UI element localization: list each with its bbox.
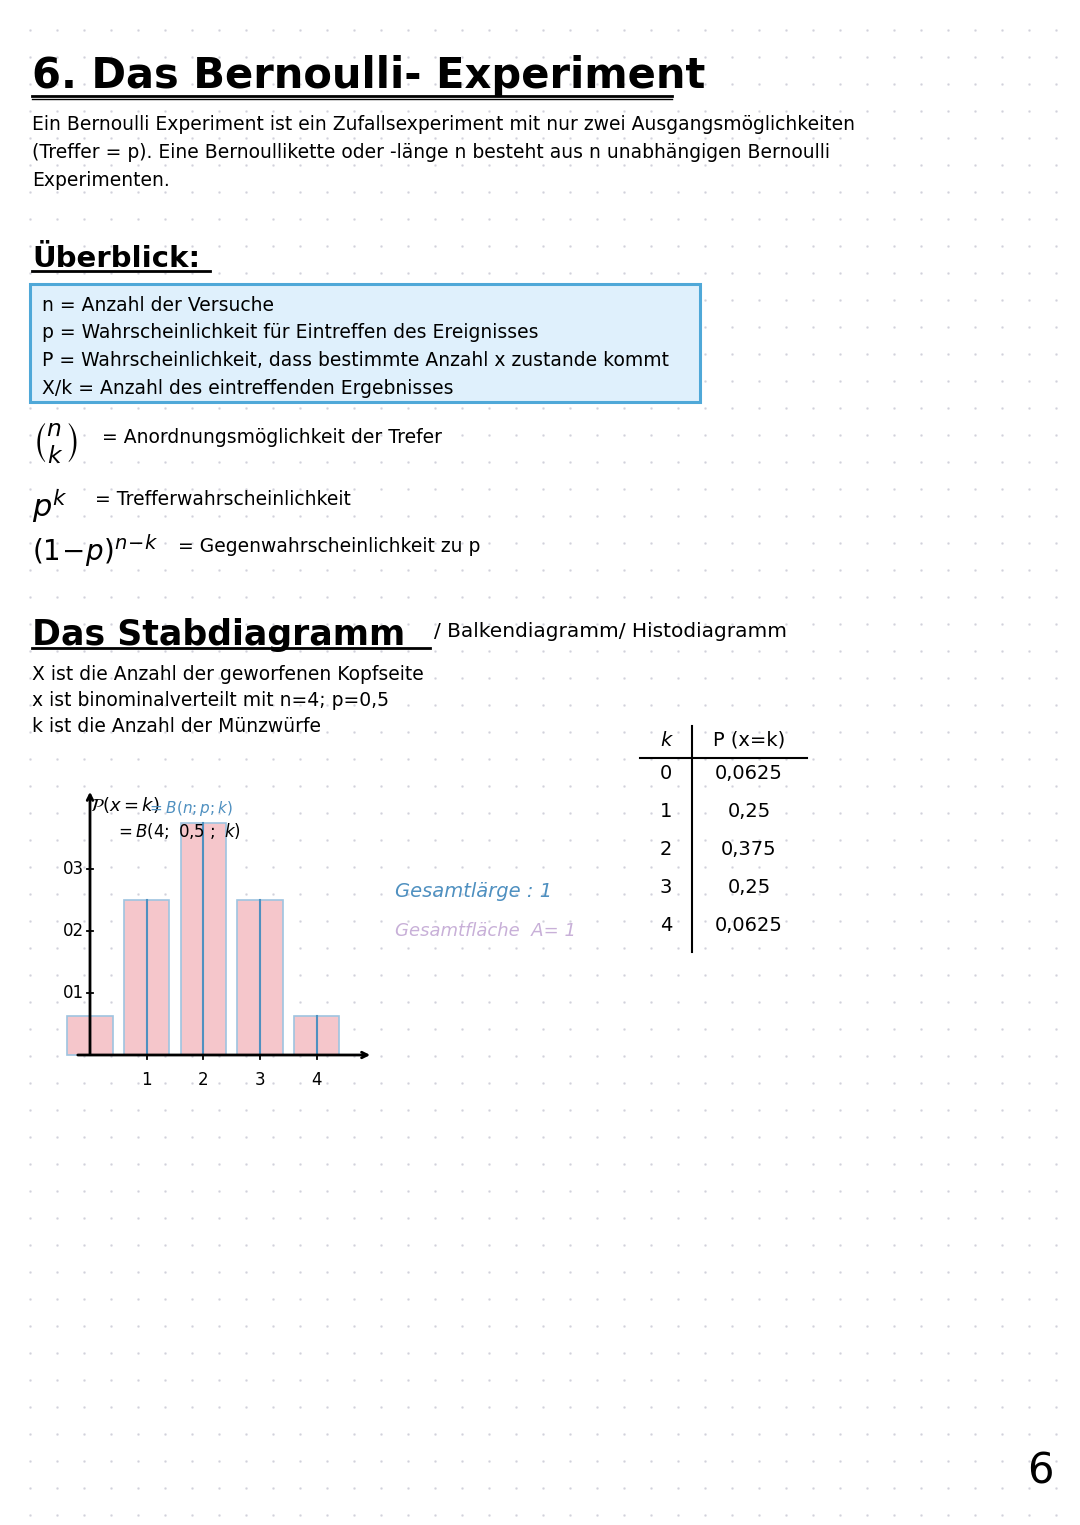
Text: 6: 6 bbox=[1027, 1450, 1053, 1491]
Text: = Trefferwahrscheinlichkeit: = Trefferwahrscheinlichkeit bbox=[95, 490, 351, 509]
FancyBboxPatch shape bbox=[294, 1016, 339, 1055]
Text: $\binom{n}{k}$: $\binom{n}{k}$ bbox=[32, 419, 78, 465]
Text: 1: 1 bbox=[141, 1071, 152, 1089]
Text: x ist binominalverteilt mit n=4; p=0,5: x ist binominalverteilt mit n=4; p=0,5 bbox=[32, 691, 389, 711]
Text: Gesamtfläche  A= 1: Gesamtfläche A= 1 bbox=[395, 923, 576, 939]
Text: $p^k$: $p^k$ bbox=[32, 486, 68, 525]
Text: Ein Bernoulli Experiment ist ein Zufallsexperiment mit nur zwei Ausgangsmöglichk: Ein Bernoulli Experiment ist ein Zufalls… bbox=[32, 114, 855, 191]
Text: X ist die Anzahl der geworfenen Kopfseite: X ist die Anzahl der geworfenen Kopfseit… bbox=[32, 665, 423, 685]
Text: 0,25: 0,25 bbox=[727, 878, 771, 897]
Text: 01: 01 bbox=[63, 984, 84, 1002]
Text: P (x=k): P (x=k) bbox=[713, 730, 785, 750]
Text: 0,0625: 0,0625 bbox=[715, 764, 783, 782]
Text: $\mathcal{P}(x{=}k)$: $\mathcal{P}(x{=}k)$ bbox=[90, 795, 160, 814]
Text: Das Stabdiagramm: Das Stabdiagramm bbox=[32, 618, 405, 653]
Text: $= B(4;\ 0{,}5\ ;\ k)$: $= B(4;\ 0{,}5\ ;\ k)$ bbox=[114, 820, 241, 840]
Text: 03: 03 bbox=[63, 860, 84, 878]
Text: / Balkendiagramm/ Histodiagramm: / Balkendiagramm/ Histodiagramm bbox=[434, 622, 787, 640]
Text: 2: 2 bbox=[198, 1071, 208, 1089]
Text: Gesamtlärge : 1: Gesamtlärge : 1 bbox=[395, 881, 552, 901]
FancyBboxPatch shape bbox=[30, 284, 700, 403]
Text: 0: 0 bbox=[660, 764, 672, 782]
Text: X/k = Anzahl des eintreffenden Ergebnisses: X/k = Anzahl des eintreffenden Ergebniss… bbox=[42, 378, 454, 398]
Text: 0,25: 0,25 bbox=[727, 802, 771, 820]
FancyBboxPatch shape bbox=[238, 900, 283, 1055]
Text: P = Wahrscheinlichkeit, dass bestimmte Anzahl x zustande kommt: P = Wahrscheinlichkeit, dass bestimmte A… bbox=[42, 351, 669, 371]
FancyBboxPatch shape bbox=[180, 822, 226, 1055]
Text: $(1\!-\!p)^{n\!-\!k}$: $(1\!-\!p)^{n\!-\!k}$ bbox=[32, 532, 158, 569]
Text: 3: 3 bbox=[660, 878, 672, 897]
Text: 2: 2 bbox=[660, 840, 672, 859]
Text: 0,0625: 0,0625 bbox=[715, 917, 783, 935]
FancyBboxPatch shape bbox=[124, 900, 170, 1055]
Text: k ist die Anzahl der Münzwürfe: k ist die Anzahl der Münzwürfe bbox=[32, 717, 321, 737]
Text: k: k bbox=[660, 730, 672, 750]
Text: p = Wahrscheinlichkeit für Eintreffen des Ereignisses: p = Wahrscheinlichkeit für Eintreffen de… bbox=[42, 323, 539, 343]
Text: = Anordnungsmöglichkeit der Trefer: = Anordnungsmöglichkeit der Trefer bbox=[102, 429, 442, 447]
Text: 0,375: 0,375 bbox=[721, 840, 777, 859]
Text: 6. Das Bernoulli- Experiment: 6. Das Bernoulli- Experiment bbox=[32, 55, 705, 98]
Text: 3: 3 bbox=[255, 1071, 266, 1089]
Text: $= B(n; p; k)$: $= B(n; p; k)$ bbox=[147, 799, 233, 817]
FancyBboxPatch shape bbox=[67, 1016, 112, 1055]
Text: 02: 02 bbox=[63, 923, 84, 939]
Text: 4: 4 bbox=[660, 917, 672, 935]
Text: 1: 1 bbox=[660, 802, 672, 820]
Text: 4: 4 bbox=[311, 1071, 322, 1089]
Text: n = Anzahl der Versuche: n = Anzahl der Versuche bbox=[42, 296, 274, 316]
Text: Überblick:: Überblick: bbox=[32, 246, 200, 273]
Text: = Gegenwahrscheinlichkeit zu p: = Gegenwahrscheinlichkeit zu p bbox=[178, 537, 481, 557]
